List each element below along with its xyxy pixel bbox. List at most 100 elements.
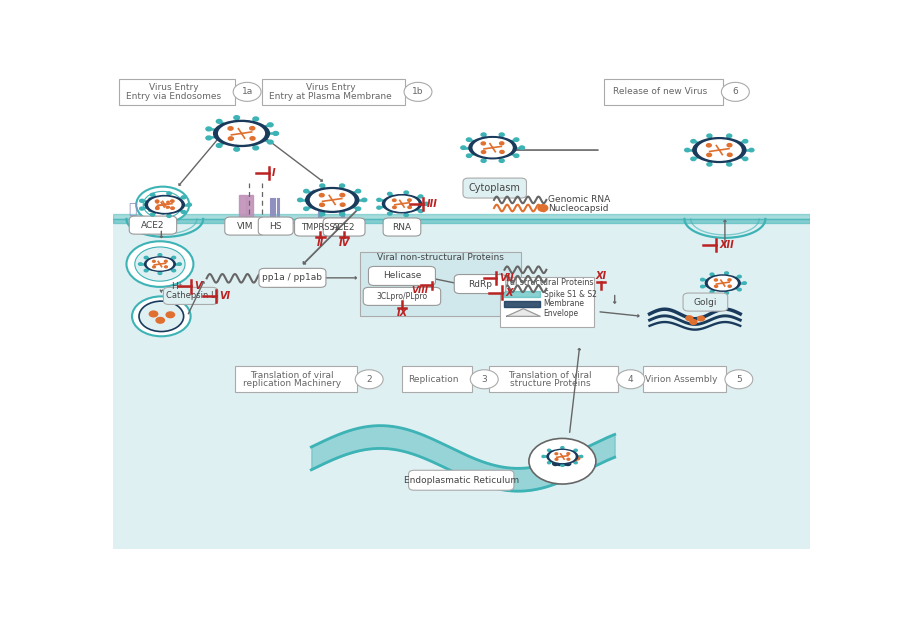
Circle shape bbox=[340, 203, 345, 206]
Circle shape bbox=[320, 203, 324, 207]
FancyBboxPatch shape bbox=[490, 366, 618, 392]
Circle shape bbox=[691, 157, 696, 160]
Text: Nucleocapsid: Nucleocapsid bbox=[548, 204, 609, 212]
Circle shape bbox=[726, 134, 732, 138]
Text: RNA: RNA bbox=[392, 223, 411, 231]
Circle shape bbox=[148, 209, 152, 212]
Circle shape bbox=[404, 191, 409, 194]
Circle shape bbox=[249, 126, 255, 130]
Circle shape bbox=[392, 206, 396, 209]
Text: ACE2: ACE2 bbox=[332, 223, 356, 231]
FancyBboxPatch shape bbox=[454, 275, 506, 294]
Circle shape bbox=[706, 144, 711, 147]
FancyBboxPatch shape bbox=[263, 79, 405, 105]
Circle shape bbox=[547, 462, 551, 464]
Ellipse shape bbox=[706, 275, 740, 291]
Circle shape bbox=[388, 193, 392, 196]
Text: ACE2: ACE2 bbox=[141, 221, 165, 230]
FancyBboxPatch shape bbox=[383, 218, 421, 236]
Circle shape bbox=[178, 204, 182, 205]
Circle shape bbox=[158, 254, 162, 256]
Text: HS: HS bbox=[269, 222, 282, 231]
Text: Replication: Replication bbox=[408, 375, 459, 384]
Circle shape bbox=[233, 82, 261, 101]
Ellipse shape bbox=[151, 199, 175, 210]
Circle shape bbox=[698, 316, 705, 321]
Circle shape bbox=[408, 199, 411, 201]
Bar bbox=[112, 214, 810, 219]
Circle shape bbox=[514, 154, 518, 157]
Text: Cathepsin L: Cathepsin L bbox=[166, 291, 215, 300]
Circle shape bbox=[229, 137, 233, 140]
Circle shape bbox=[339, 212, 345, 216]
Circle shape bbox=[303, 207, 309, 210]
Text: Genomic RNA: Genomic RNA bbox=[548, 196, 611, 204]
FancyBboxPatch shape bbox=[130, 216, 176, 234]
Ellipse shape bbox=[306, 188, 359, 212]
Ellipse shape bbox=[469, 136, 517, 159]
Circle shape bbox=[177, 263, 181, 265]
Circle shape bbox=[722, 82, 750, 101]
Circle shape bbox=[216, 144, 222, 147]
Text: structure Proteins: structure Proteins bbox=[510, 379, 590, 389]
Text: 3: 3 bbox=[482, 375, 487, 384]
Circle shape bbox=[139, 263, 142, 265]
Text: 🔧: 🔧 bbox=[129, 202, 137, 217]
Ellipse shape bbox=[310, 190, 354, 210]
Text: Translation of viral: Translation of viral bbox=[508, 371, 592, 380]
Circle shape bbox=[161, 196, 165, 197]
Circle shape bbox=[181, 196, 185, 199]
Text: Endoplasmatic Reticulum: Endoplasmatic Reticulum bbox=[404, 476, 518, 485]
Bar bbox=[112, 74, 810, 219]
Circle shape bbox=[555, 453, 558, 455]
FancyBboxPatch shape bbox=[604, 79, 723, 105]
Circle shape bbox=[165, 260, 167, 262]
Circle shape bbox=[690, 320, 697, 325]
Circle shape bbox=[166, 215, 171, 217]
Circle shape bbox=[140, 199, 144, 202]
Circle shape bbox=[172, 256, 176, 259]
Circle shape bbox=[570, 459, 574, 462]
Bar bbox=[239, 195, 246, 222]
Circle shape bbox=[388, 212, 392, 215]
Text: Entry via Endosomes: Entry via Endosomes bbox=[126, 92, 221, 101]
Circle shape bbox=[567, 460, 572, 463]
Circle shape bbox=[139, 301, 184, 331]
Circle shape bbox=[567, 458, 570, 460]
Text: III: III bbox=[427, 199, 437, 209]
Circle shape bbox=[547, 449, 551, 452]
Circle shape bbox=[706, 153, 712, 157]
Circle shape bbox=[466, 154, 472, 157]
Text: TMPRSS2: TMPRSS2 bbox=[301, 223, 340, 231]
Circle shape bbox=[519, 146, 525, 149]
Circle shape bbox=[728, 285, 731, 288]
Circle shape bbox=[574, 449, 577, 452]
Circle shape bbox=[616, 370, 644, 389]
Circle shape bbox=[706, 134, 712, 138]
Circle shape bbox=[156, 207, 158, 208]
Text: Entry at Plasma Membrane: Entry at Plasma Membrane bbox=[269, 92, 392, 101]
Ellipse shape bbox=[148, 197, 181, 212]
Circle shape bbox=[298, 198, 302, 202]
Circle shape bbox=[234, 116, 239, 120]
Bar bbox=[112, 219, 810, 223]
Circle shape bbox=[576, 457, 580, 460]
Circle shape bbox=[356, 370, 383, 389]
Circle shape bbox=[727, 144, 732, 147]
Circle shape bbox=[500, 159, 504, 162]
Ellipse shape bbox=[382, 194, 421, 213]
Circle shape bbox=[165, 266, 167, 268]
Circle shape bbox=[172, 269, 176, 272]
Ellipse shape bbox=[145, 257, 176, 271]
FancyBboxPatch shape bbox=[120, 79, 235, 105]
Text: Membrane: Membrane bbox=[544, 299, 585, 308]
Ellipse shape bbox=[473, 139, 512, 157]
Circle shape bbox=[161, 212, 165, 214]
Circle shape bbox=[144, 256, 148, 259]
Circle shape bbox=[267, 123, 273, 126]
Circle shape bbox=[715, 279, 717, 281]
Circle shape bbox=[392, 199, 396, 201]
Bar bbox=[504, 300, 540, 307]
Text: 2: 2 bbox=[366, 375, 372, 384]
Bar bbox=[248, 195, 254, 222]
